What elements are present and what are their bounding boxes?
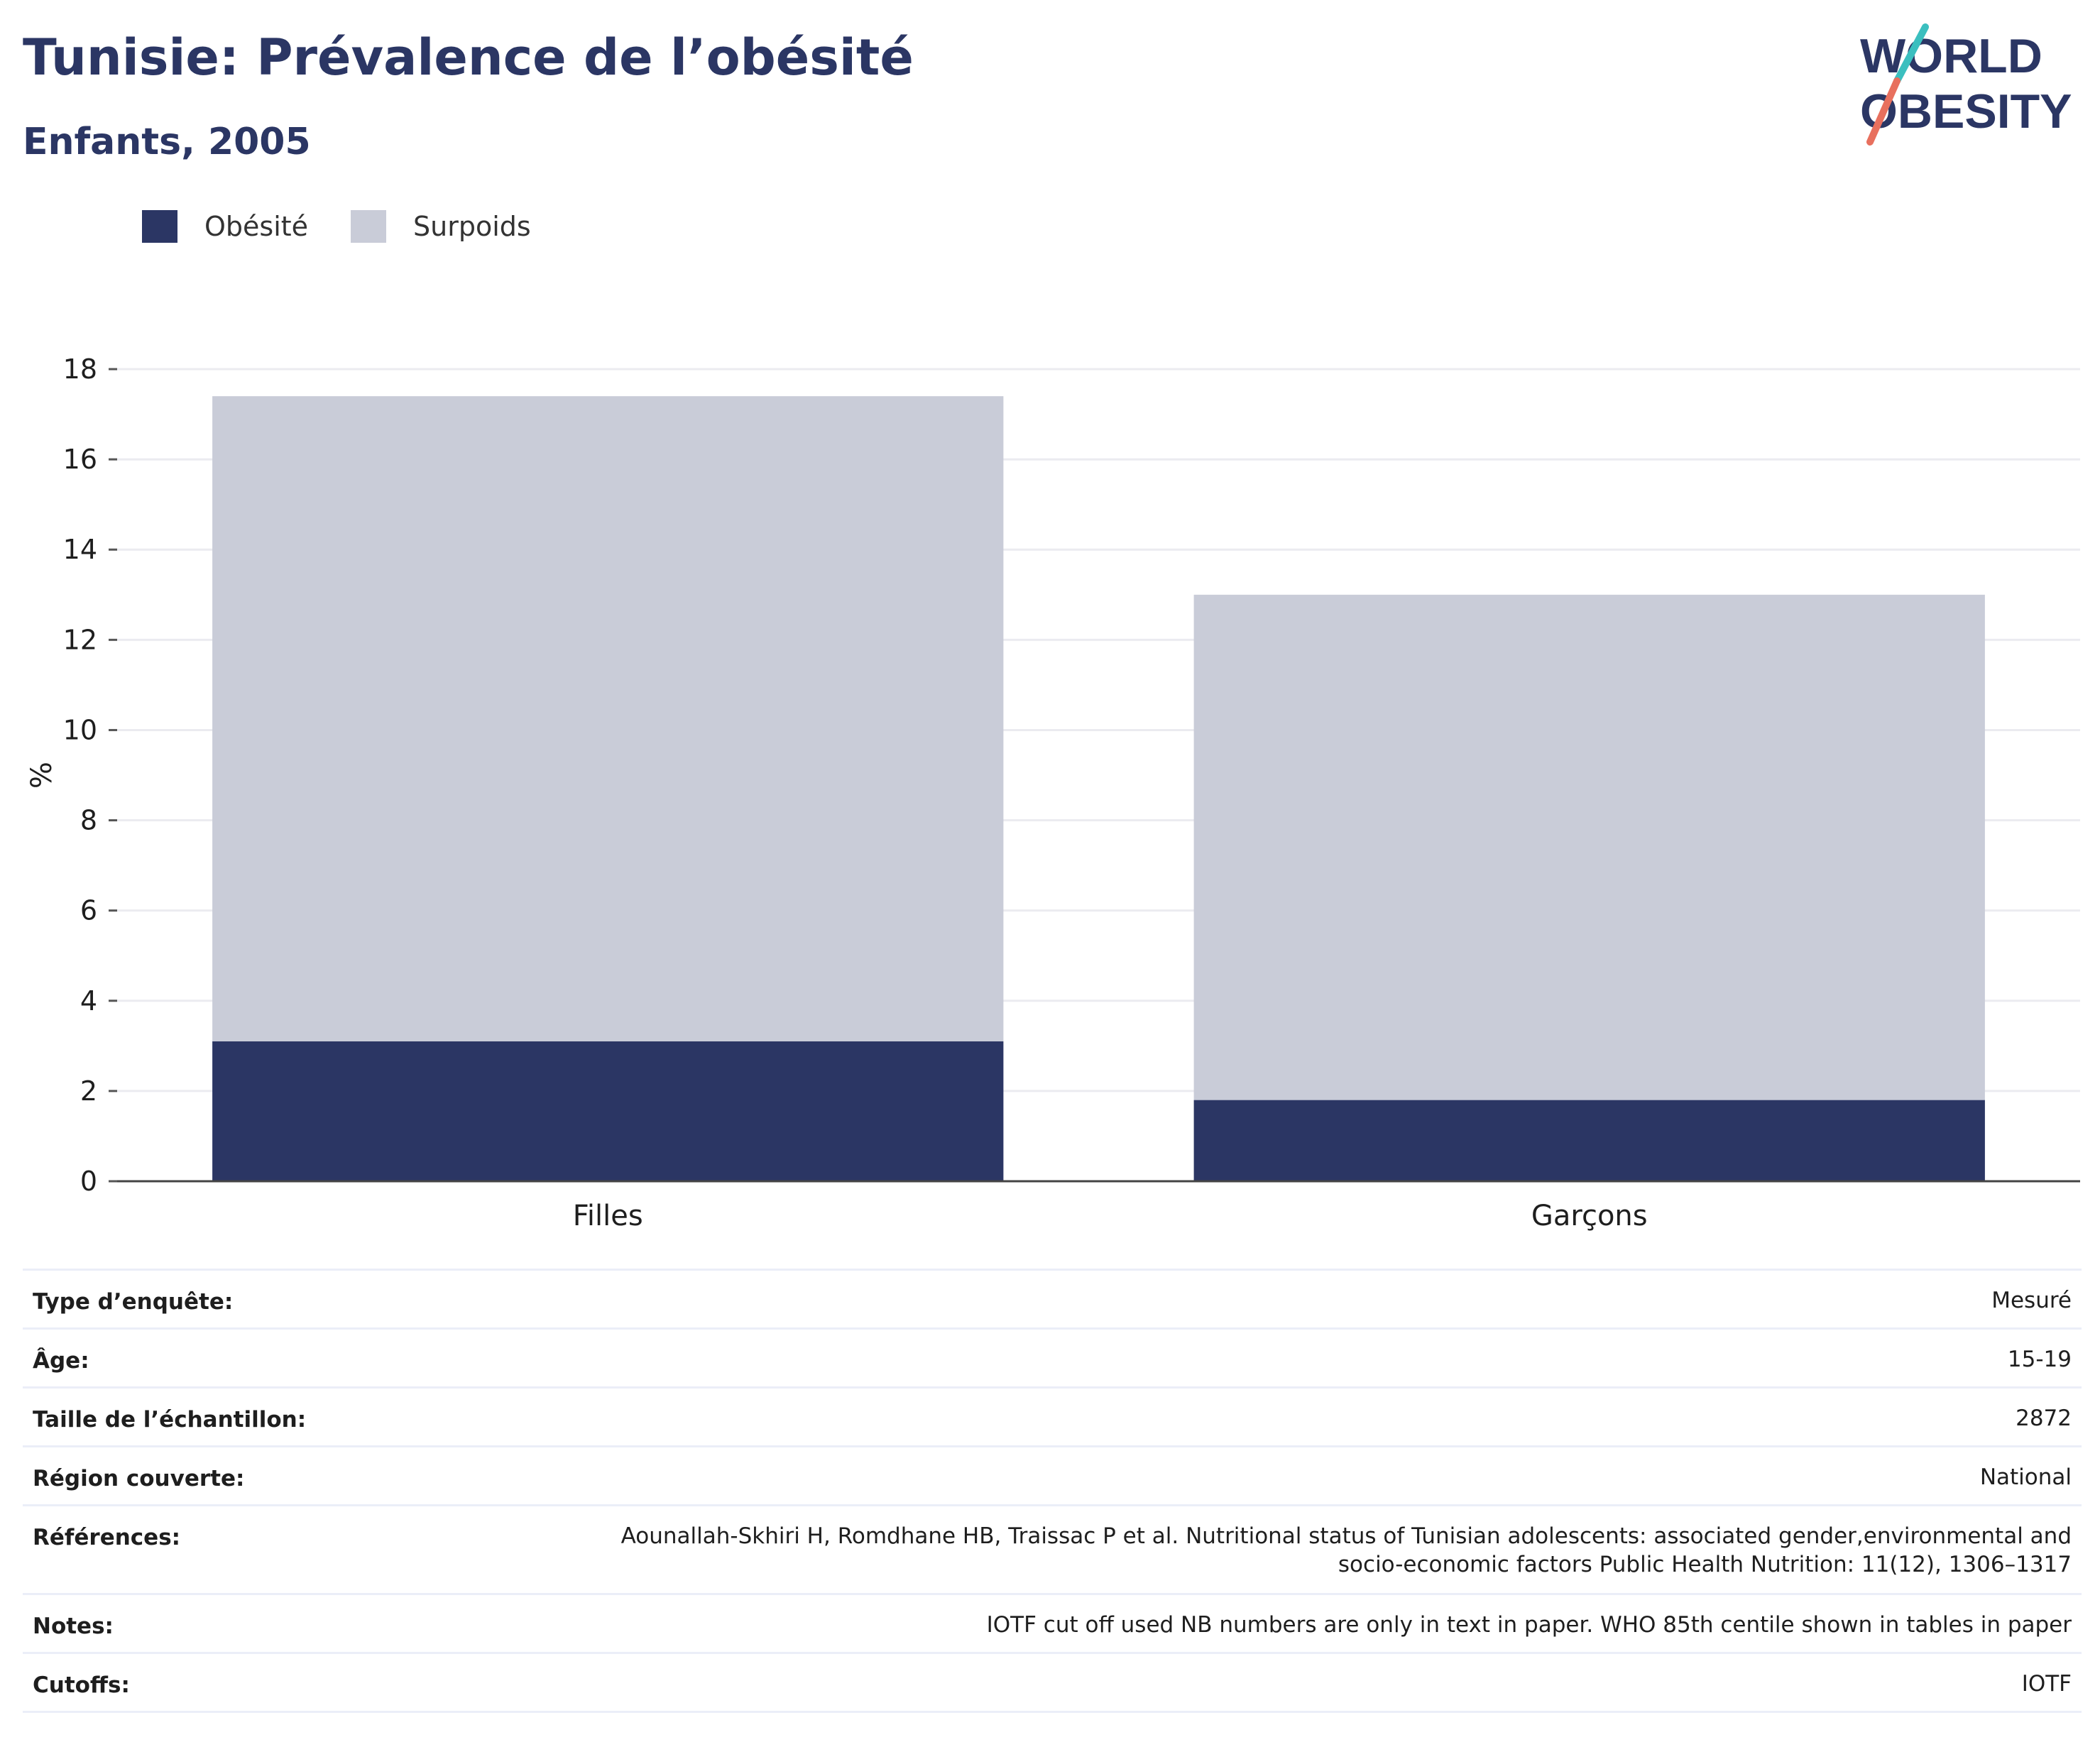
info-label: Notes:: [33, 1614, 114, 1639]
y-tick-label: 8: [80, 805, 97, 836]
info-label: Type d’enquête:: [33, 1289, 234, 1315]
legend-swatch-obesite: [142, 210, 177, 243]
info-label: Âge:: [33, 1348, 89, 1374]
info-value: Mesuré: [1991, 1288, 2072, 1313]
stacked-bar-chart: 0 2 4 6 8 10 12 14 16 18% Filles Garçons: [26, 354, 2080, 1232]
info-label: Cutoffs:: [33, 1672, 130, 1698]
info-row-survey-type: Type d’enquête: Mesuré: [23, 1271, 2082, 1330]
logo-line1: WORLD: [1860, 29, 2042, 83]
y-tick-label: 18: [63, 354, 97, 385]
info-value: IOTF cut off used NB numbers are only in…: [986, 1612, 2072, 1638]
logo-slash-teal: [1893, 23, 1929, 84]
y-tick-label: 2: [80, 1075, 97, 1107]
info-value: National: [1979, 1464, 2072, 1490]
logo-slash-coral: [1866, 77, 1901, 146]
bar-ob-sit--0: [212, 1041, 1004, 1181]
legend-item-surpoids[interactable]: Surpoids: [351, 210, 531, 243]
info-label: Taille de l’échantillon:: [33, 1407, 307, 1433]
y-axis-label: %: [26, 762, 58, 789]
info-label: Région couverte:: [33, 1466, 245, 1491]
legend-item-obesite[interactable]: Obésité: [142, 210, 308, 243]
y-tick-label: 12: [63, 624, 97, 655]
y-tick-label: 0: [80, 1166, 97, 1197]
y-tick-label: 4: [80, 985, 97, 1017]
legend-label-obesite: Obésité: [204, 211, 309, 242]
info-value: Aounallah-Skhiri H, Romdhane HB, Traissa…: [621, 1506, 2072, 1579]
info-label: Références:: [33, 1525, 181, 1550]
info-row-cutoffs: Cutoffs: IOTF: [23, 1654, 2082, 1713]
legend-label-surpoids: Surpoids: [413, 211, 531, 242]
info-row-region: Région couverte: National: [23, 1447, 2082, 1506]
info-row-notes: Notes: IOTF cut off used NB numbers are …: [23, 1595, 2082, 1654]
reference-line-1: Aounallah-Skhiri H, Romdhane HB, Traissa…: [620, 1523, 2072, 1549]
y-tick-label: 10: [63, 714, 97, 745]
y-tick-label: 16: [63, 444, 97, 475]
bar-surpoids-1: [1193, 594, 1985, 1100]
reference-line-2: socio-economic factors Public Health Nut…: [1338, 1552, 2072, 1577]
info-value: IOTF: [2021, 1671, 2072, 1697]
info-value: 2872: [2016, 1406, 2072, 1431]
bar-ob-sit--1: [1193, 1100, 1985, 1181]
survey-info-table: Type d’enquête: Mesuré Âge: 15-19 Taille…: [23, 1269, 2082, 1713]
x-tick-label: Filles: [573, 1200, 643, 1232]
logo-line2: OBESITY: [1860, 84, 2072, 138]
chart-legend: Obésité Surpoids: [142, 210, 574, 243]
y-tick-label: 6: [80, 895, 97, 926]
bar-surpoids-0: [212, 396, 1004, 1041]
chart-subtitle: Enfants, 2005: [23, 121, 311, 163]
info-row-age: Âge: 15-19: [23, 1330, 2082, 1389]
y-tick-label: 14: [63, 534, 97, 565]
info-row-references: Références: Aounallah-Skhiri H, Romdhane…: [23, 1506, 2082, 1595]
legend-swatch-surpoids: [351, 210, 387, 243]
x-tick-label: Garçons: [1531, 1200, 1648, 1232]
info-value: 15-19: [2007, 1347, 2072, 1372]
chart-title: Tunisie: Prévalence de l’obésité: [23, 28, 914, 87]
info-row-sample-size: Taille de l’échantillon: 2872: [23, 1389, 2082, 1447]
world-obesity-logo: WORLD OBESITY: [1860, 23, 2072, 146]
